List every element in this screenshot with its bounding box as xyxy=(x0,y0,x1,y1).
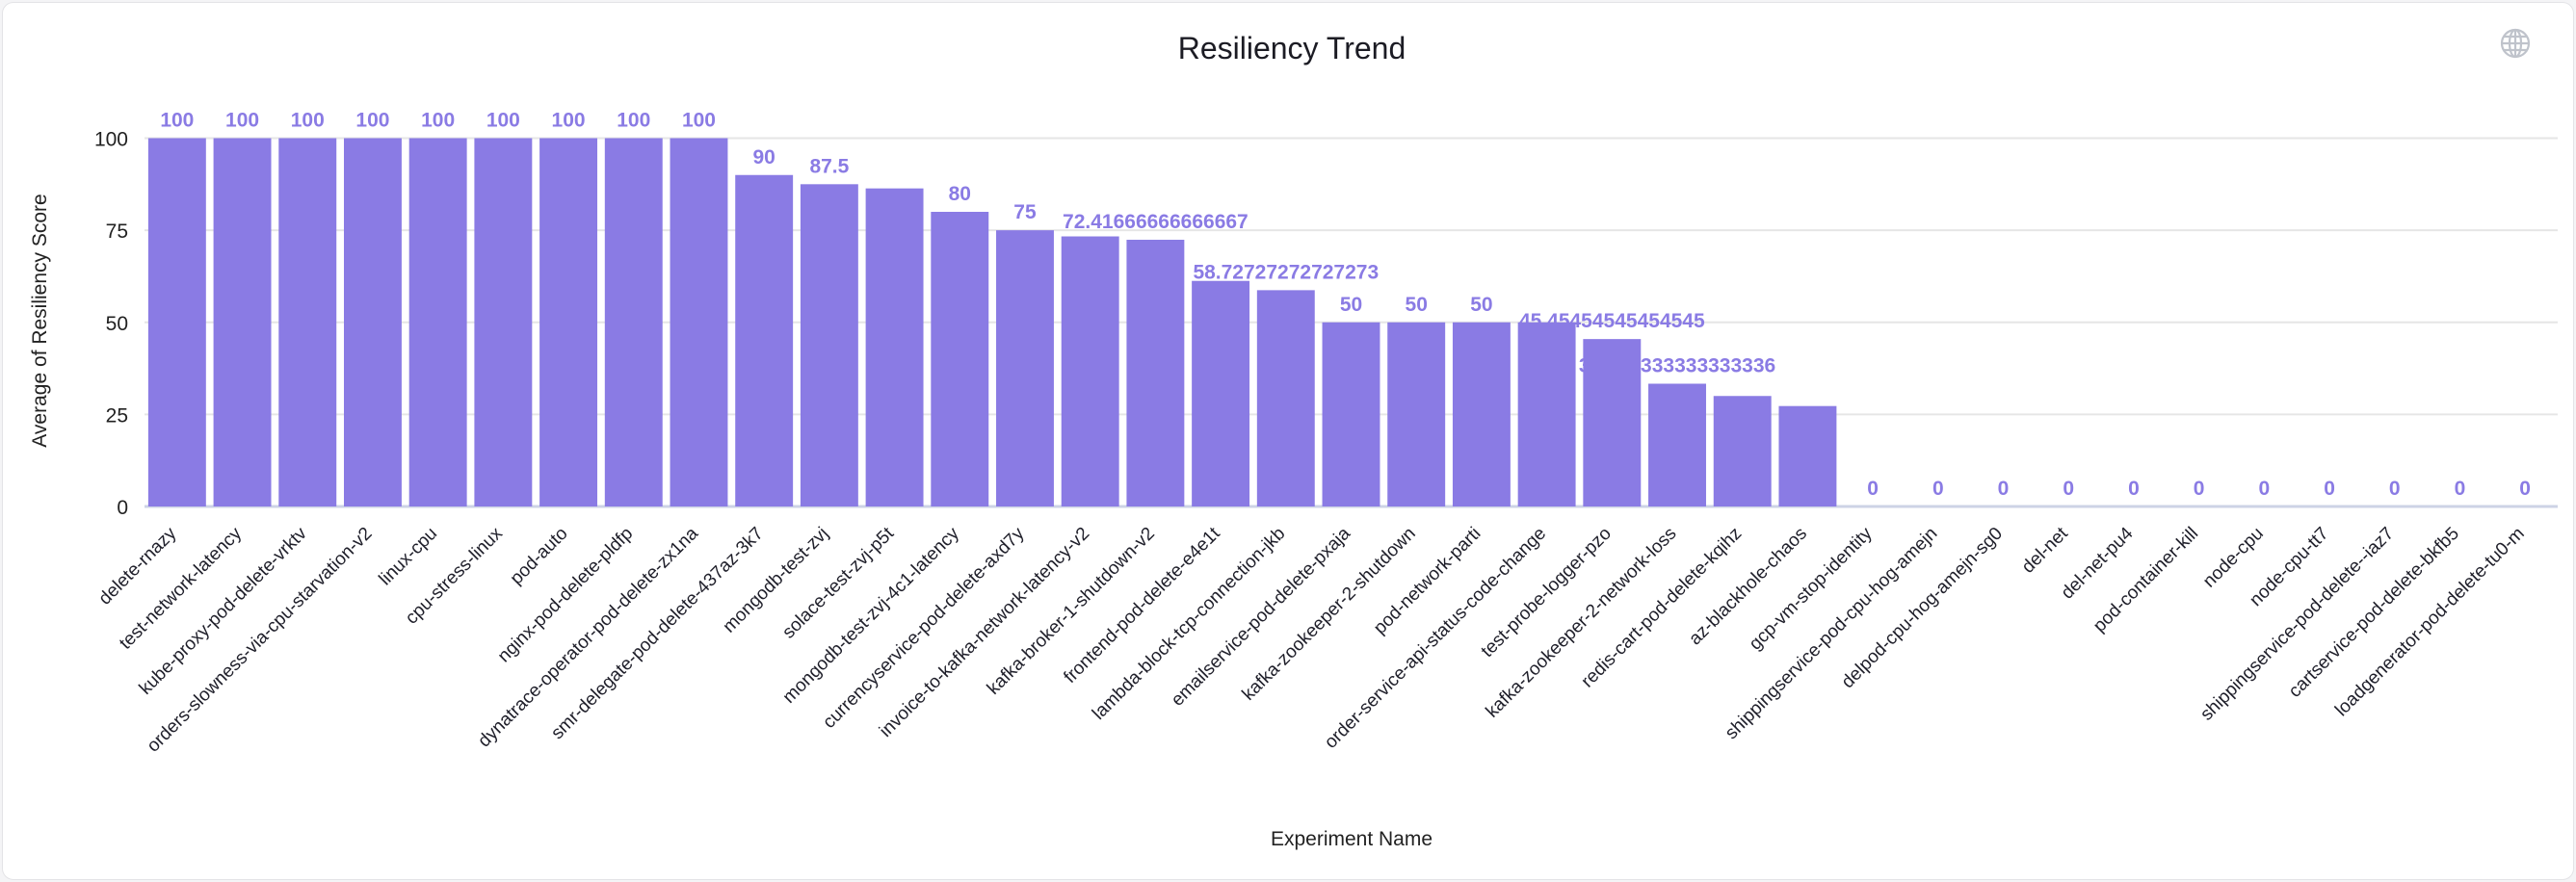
bar[interactable] xyxy=(1322,322,1380,506)
data-label: 0 xyxy=(2455,478,2466,500)
data-label: 0 xyxy=(1867,478,1879,500)
bar[interactable] xyxy=(1713,396,1772,506)
bar-chart: Resiliency Trend 0 25 50 75 100 100 100 100 100… xyxy=(29,28,2558,850)
data-label: 100 xyxy=(225,110,259,132)
data-label: 0 xyxy=(2389,478,2401,500)
bar[interactable] xyxy=(735,174,794,506)
data-label: 58.72727272727273 xyxy=(1193,261,1379,283)
bar[interactable] xyxy=(408,138,467,507)
chart-title: Resiliency Trend xyxy=(1178,31,1406,65)
bar[interactable] xyxy=(539,138,598,507)
bar[interactable] xyxy=(147,138,206,507)
y-tick-label: 25 xyxy=(106,404,128,427)
data-label: 72.41666666666667 xyxy=(1063,211,1249,233)
x-tick-label: node-cpu xyxy=(2199,524,2268,592)
data-label: 0 xyxy=(1932,478,1944,500)
y-tick-label: 75 xyxy=(106,220,128,243)
bar[interactable] xyxy=(1648,383,1706,507)
data-label: 100 xyxy=(682,110,716,132)
x-tick-label: del-net xyxy=(2018,523,2072,577)
x-tick-label: orders-slowness-via-cpu-starvation-v2 xyxy=(144,524,377,757)
bar[interactable] xyxy=(1192,280,1250,506)
bar[interactable] xyxy=(670,138,728,507)
bar[interactable] xyxy=(931,212,989,506)
bar[interactable] xyxy=(1387,322,1446,506)
x-tick-label: gcp-vm-stop-identity xyxy=(1746,523,1877,654)
bar[interactable] xyxy=(996,230,1054,506)
bar[interactable] xyxy=(474,138,533,507)
x-tick-label: test-probe-logger-pzo xyxy=(1478,524,1616,662)
globe-icon[interactable] xyxy=(2500,28,2531,59)
bar[interactable] xyxy=(865,188,924,506)
bar[interactable] xyxy=(1778,405,1837,506)
data-label: 0 xyxy=(2519,478,2531,500)
data-label: 0 xyxy=(2194,478,2205,500)
data-label: 100 xyxy=(355,110,389,132)
y-tick-label: 50 xyxy=(106,313,128,335)
data-label: 100 xyxy=(421,110,455,132)
data-label: 90 xyxy=(752,146,775,169)
data-label: 100 xyxy=(552,110,586,132)
data-label: 50 xyxy=(1470,294,1492,316)
bar[interactable] xyxy=(1061,236,1119,506)
bar[interactable] xyxy=(278,138,337,507)
x-tick-label: solace-test-zvj-p5t xyxy=(778,523,898,642)
bar[interactable] xyxy=(604,138,663,507)
x-tick-label: az-blackhole-chaos xyxy=(1685,524,1811,650)
bar[interactable] xyxy=(213,138,272,507)
data-label: 0 xyxy=(2128,478,2140,500)
x-tick-label: test-network-latency xyxy=(116,523,246,653)
data-label: 100 xyxy=(486,110,520,132)
x-tick-label: pod-auto xyxy=(507,524,572,589)
bar[interactable] xyxy=(1517,322,1576,506)
data-label: 75 xyxy=(1013,201,1037,223)
x-tick-label: linux-cpu xyxy=(376,524,442,590)
data-label: 87.5 xyxy=(809,155,849,177)
x-axis-title: Experiment Name xyxy=(1271,828,1433,850)
y-axis-title: Average of Resiliency Score xyxy=(29,194,51,447)
bar[interactable] xyxy=(1452,322,1511,506)
data-label: 100 xyxy=(291,110,325,132)
y-tick-label: 100 xyxy=(94,129,128,151)
data-label: 100 xyxy=(617,110,650,132)
data-label: 0 xyxy=(1998,478,2010,500)
data-label: 50 xyxy=(1406,294,1428,316)
bar[interactable] xyxy=(344,138,402,507)
bar[interactable] xyxy=(800,184,858,506)
data-label: 0 xyxy=(2063,478,2074,500)
data-label: 0 xyxy=(2258,478,2270,500)
data-label: 100 xyxy=(160,110,194,132)
y-tick-label: 0 xyxy=(117,497,128,519)
data-label: 0 xyxy=(2324,478,2335,500)
data-label: 50 xyxy=(1340,294,1362,316)
bar[interactable] xyxy=(1256,290,1315,506)
bar[interactable] xyxy=(1583,339,1642,506)
bar[interactable] xyxy=(1126,240,1185,506)
data-label: 80 xyxy=(949,183,971,205)
